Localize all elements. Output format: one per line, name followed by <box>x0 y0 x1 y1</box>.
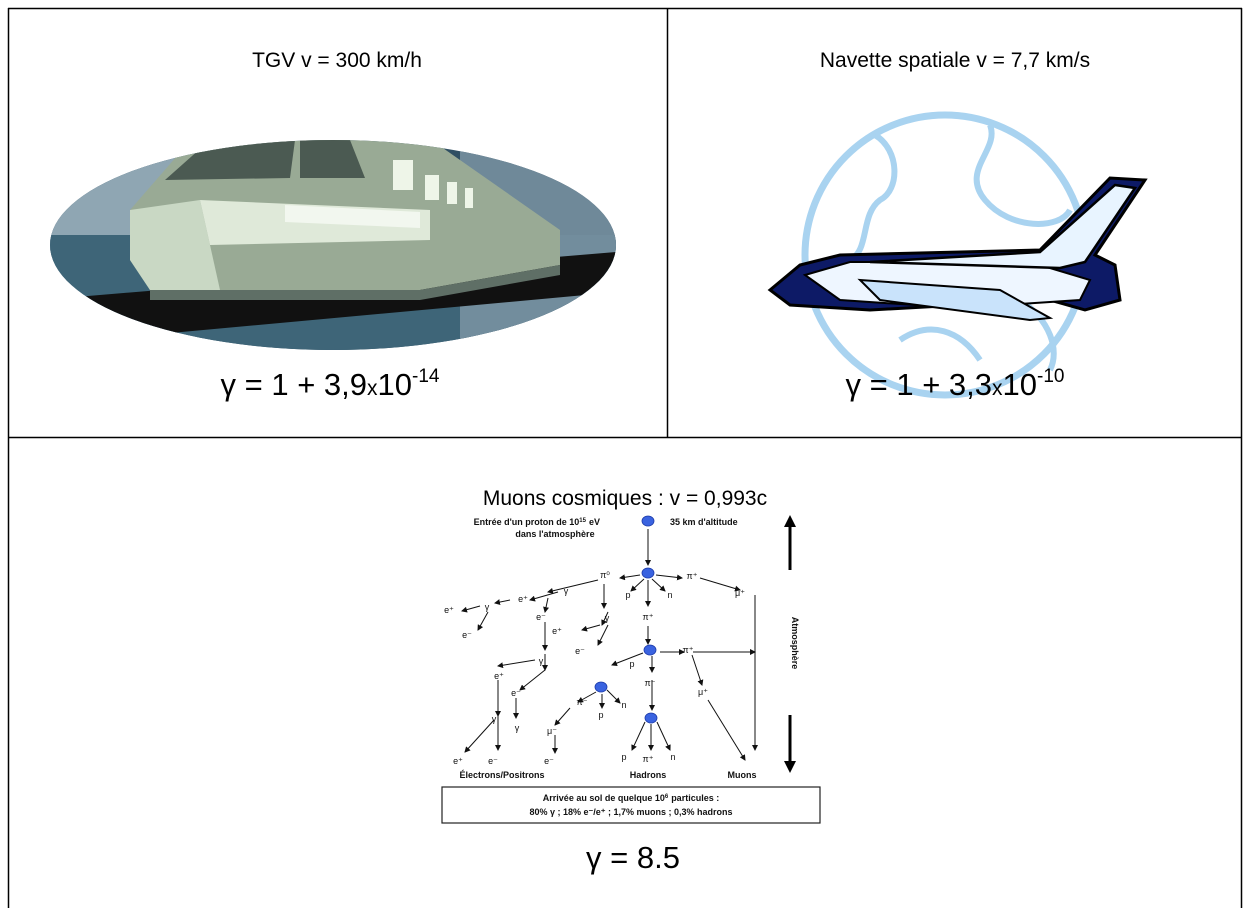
result-line-2: 80% γ ; 18% e⁻/e⁺ ; 1,7% muons ; 0,3% ha… <box>529 807 732 817</box>
particle-label: p <box>625 590 630 600</box>
gamma-exponent: -14 <box>412 366 440 387</box>
cascade-arrow <box>692 655 702 685</box>
particle-label: μ⁺ <box>735 588 745 598</box>
cascade-arrow <box>582 625 600 630</box>
cascade-arrow <box>657 722 670 750</box>
particle-label: π⁰ <box>600 570 610 580</box>
cascade-arrow <box>652 579 665 591</box>
collision-node <box>644 645 656 655</box>
gamma-formula: γ = 1 + 3,3x10-10 <box>846 366 1065 402</box>
cascade-arrow <box>462 606 480 611</box>
altitude-label: 35 km d'altitude <box>670 517 738 527</box>
particle-label: n <box>621 700 626 710</box>
particle-label: γ <box>564 586 569 596</box>
cascade-arrow <box>465 720 494 752</box>
gamma-formula: γ = 8.5 <box>586 840 680 875</box>
gamma-formula: γ = 1 + 3,9x10-14 <box>221 366 440 402</box>
cascade-arrow <box>631 579 644 591</box>
particle-label: e⁺ <box>453 756 463 766</box>
result-end: particules : <box>671 793 719 803</box>
particle-label: π⁺ <box>643 754 654 764</box>
particle-label: e⁺ <box>518 594 528 604</box>
particle-label: γ <box>485 602 490 612</box>
cascade-arrow <box>555 708 570 725</box>
particle-label: γ <box>492 714 497 724</box>
particle-label: e⁻ <box>575 646 585 656</box>
cascade-arrow <box>620 575 640 578</box>
gamma-times: x <box>992 377 1003 400</box>
cascade-arrow <box>708 700 745 760</box>
particle-label: π⁻ <box>577 697 588 707</box>
particle-label: π⁻ <box>645 678 656 688</box>
particle-label: μ⁺ <box>698 687 708 697</box>
cascade-arrow <box>530 592 558 600</box>
cascade-arrow <box>700 578 740 590</box>
particle-label: p <box>621 752 626 762</box>
cascade-arrow <box>598 625 608 645</box>
collision-node <box>595 682 607 692</box>
gamma-power: 10 <box>1003 367 1037 402</box>
collision-node <box>642 568 654 578</box>
result-start: Arrivée au sol de quelque 10 <box>543 793 665 803</box>
cascade-arrow <box>656 575 682 578</box>
cascade-arrow <box>520 670 545 690</box>
cascade-arrow <box>478 612 488 630</box>
cascade-arrow <box>548 580 598 592</box>
entry-label-2: dans l'atmosphère <box>515 529 594 539</box>
particle-label: n <box>667 590 672 600</box>
particle-label: e⁻ <box>536 612 546 622</box>
gamma-base: γ = 1 + 3,3 <box>846 367 993 402</box>
cascade-arrow <box>612 653 643 665</box>
particle-label: π⁺ <box>687 571 698 581</box>
particle-label: n <box>670 752 675 762</box>
particle-label: μ⁻ <box>547 726 557 736</box>
cell-title: TGV v = 300 km/h <box>252 49 422 72</box>
cascade-arrow <box>607 690 620 703</box>
cascade-arrow <box>498 660 535 666</box>
particle-label: e⁻ <box>544 756 554 766</box>
entry-text: Entrée d'un proton de 10 <box>474 517 580 527</box>
gamma-exponent: -10 <box>1037 366 1064 387</box>
particle-label: e⁻ <box>488 756 498 766</box>
particle-label: π⁺ <box>643 612 654 622</box>
document: TGV v = 300 km/h γ = 1 + 3,9x10-14 Navet… <box>0 0 1243 908</box>
group-label: Muons <box>728 770 757 780</box>
particle-label: e⁺ <box>494 671 504 681</box>
entry-unit: eV <box>589 517 600 527</box>
particle-label: e⁺ <box>552 626 562 636</box>
cascade-arrow <box>545 598 548 612</box>
group-label: Hadrons <box>630 770 667 780</box>
gamma-power: 10 <box>378 367 412 402</box>
cascade-arrow <box>632 722 645 750</box>
cascade-arrow <box>495 600 510 603</box>
cell-title: Muons cosmiques : v = 0,993c <box>483 487 767 510</box>
table-borders <box>8 8 1242 908</box>
particle-label: γ <box>515 723 520 733</box>
collision-node <box>645 713 657 723</box>
axis-label: Atmosphère <box>790 617 800 670</box>
particle-label: p <box>598 710 603 720</box>
page: TGV v = 300 km/h γ = 1 + 3,9x10-14 Navet… <box>0 0 1243 908</box>
particle-label: e⁺ <box>444 605 454 615</box>
entry-exponent: 15 <box>579 518 586 524</box>
collision-node <box>642 516 654 526</box>
particle-label: γ <box>605 613 610 623</box>
particle-label: π⁺ <box>683 645 694 655</box>
cell-title: Navette spatiale v = 7,7 km/s <box>820 49 1090 72</box>
shuttle-illustration <box>770 115 1145 395</box>
particle-label: γ <box>539 656 544 666</box>
particle-label: e⁻ <box>511 688 521 698</box>
group-label: Électrons/Positrons <box>459 770 544 780</box>
train-illustration <box>40 118 640 360</box>
particle-label: e⁻ <box>462 630 472 640</box>
particle-label: p <box>629 659 634 669</box>
gamma-base: γ = 1 + 3,9 <box>221 367 368 402</box>
gamma-times: x <box>367 377 378 400</box>
